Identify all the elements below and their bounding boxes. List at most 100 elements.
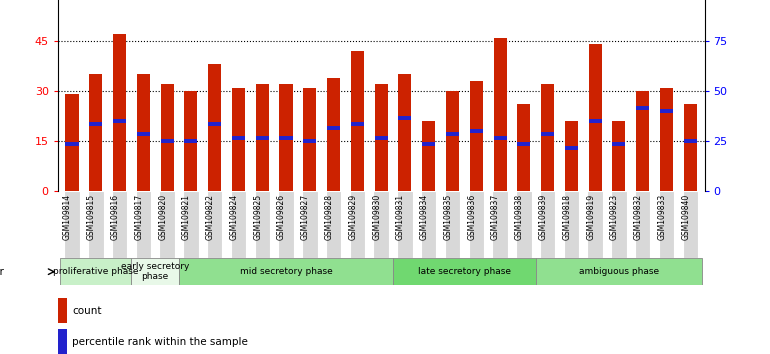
Bar	[303, 139, 316, 143]
Bar	[58, 329, 68, 354]
Text: GSM109814: GSM109814	[63, 194, 72, 240]
Bar	[541, 85, 554, 191]
Bar	[588, 119, 601, 123]
Bar	[113, 34, 126, 191]
Bar	[303, 88, 316, 191]
Text: GSM109817: GSM109817	[134, 194, 143, 240]
Bar	[470, 129, 483, 133]
Bar	[278, 191, 294, 258]
Bar	[492, 191, 507, 258]
Text: GSM109822: GSM109822	[206, 194, 215, 240]
Text: percentile rank within the sample: percentile rank within the sample	[72, 337, 248, 347]
Bar	[397, 191, 413, 258]
Bar	[468, 191, 484, 258]
Bar	[179, 258, 393, 285]
Text: GSM109836: GSM109836	[467, 194, 477, 240]
Text: proliferative phase: proliferative phase	[53, 267, 139, 276]
Bar	[422, 143, 435, 147]
Text: GSM109820: GSM109820	[158, 194, 167, 240]
Text: ambiguous phase: ambiguous phase	[579, 267, 659, 276]
Bar	[516, 191, 531, 258]
Bar	[660, 109, 673, 113]
Text: GSM109827: GSM109827	[301, 194, 310, 240]
Text: early secretory
phase: early secretory phase	[121, 262, 189, 281]
Bar	[256, 85, 269, 191]
Bar	[184, 91, 197, 191]
Bar	[184, 139, 197, 143]
Text: late secretory phase: late secretory phase	[418, 267, 511, 276]
Text: GSM109826: GSM109826	[277, 194, 286, 240]
Bar	[232, 136, 245, 140]
Bar	[64, 191, 80, 258]
Bar	[351, 51, 364, 191]
Bar	[327, 78, 340, 191]
Bar	[60, 258, 132, 285]
Bar	[302, 191, 317, 258]
Bar	[470, 81, 483, 191]
Bar	[256, 136, 269, 140]
Bar	[183, 191, 199, 258]
Bar	[88, 191, 103, 258]
Bar	[208, 64, 221, 191]
Text: GSM109835: GSM109835	[444, 194, 453, 240]
Text: GSM109818: GSM109818	[562, 194, 571, 240]
Bar	[89, 74, 102, 191]
Bar	[207, 191, 223, 258]
Bar	[517, 143, 531, 147]
Bar	[446, 132, 459, 137]
Bar	[159, 191, 175, 258]
Bar	[612, 121, 625, 191]
Bar	[494, 136, 507, 140]
Bar	[375, 136, 387, 140]
Bar	[612, 143, 625, 147]
Bar	[350, 191, 365, 258]
Bar	[351, 122, 364, 126]
Bar	[137, 74, 150, 191]
Bar	[398, 116, 411, 120]
Text: mid secretory phase: mid secretory phase	[239, 267, 333, 276]
Bar	[421, 191, 437, 258]
Bar	[684, 104, 697, 191]
Text: GSM109837: GSM109837	[491, 194, 500, 240]
Bar	[231, 191, 246, 258]
Text: GSM109823: GSM109823	[610, 194, 619, 240]
Bar	[536, 258, 702, 285]
Bar	[659, 191, 675, 258]
Bar	[280, 136, 293, 140]
Text: GSM109829: GSM109829	[348, 194, 357, 240]
Text: GSM109833: GSM109833	[658, 194, 667, 240]
Bar	[137, 132, 150, 137]
Text: GSM109828: GSM109828	[325, 194, 333, 240]
Text: GSM109838: GSM109838	[515, 194, 524, 240]
Bar	[65, 143, 79, 147]
Bar	[682, 191, 698, 258]
Text: GSM109834: GSM109834	[420, 194, 429, 240]
Bar	[326, 191, 341, 258]
Text: GSM109830: GSM109830	[372, 194, 381, 240]
Bar	[636, 106, 649, 110]
Bar	[660, 88, 673, 191]
Bar	[541, 132, 554, 137]
Bar	[540, 191, 555, 258]
Bar	[232, 88, 245, 191]
Text: GSM109839: GSM109839	[538, 194, 547, 240]
Bar	[446, 91, 459, 191]
Text: GSM109840: GSM109840	[681, 194, 690, 240]
Bar	[445, 191, 460, 258]
Bar	[58, 298, 68, 323]
Bar	[398, 74, 411, 191]
Bar	[161, 85, 174, 191]
Bar	[112, 191, 127, 258]
Bar	[327, 126, 340, 130]
Text: count: count	[72, 306, 102, 316]
Bar	[280, 85, 293, 191]
Bar	[684, 139, 697, 143]
Text: GSM109832: GSM109832	[634, 194, 643, 240]
Bar	[136, 191, 151, 258]
Text: GSM109831: GSM109831	[396, 194, 405, 240]
Bar	[65, 95, 79, 191]
Bar	[564, 191, 579, 258]
Text: GSM109816: GSM109816	[111, 194, 119, 240]
Text: other: other	[0, 267, 4, 277]
Bar	[565, 146, 578, 150]
